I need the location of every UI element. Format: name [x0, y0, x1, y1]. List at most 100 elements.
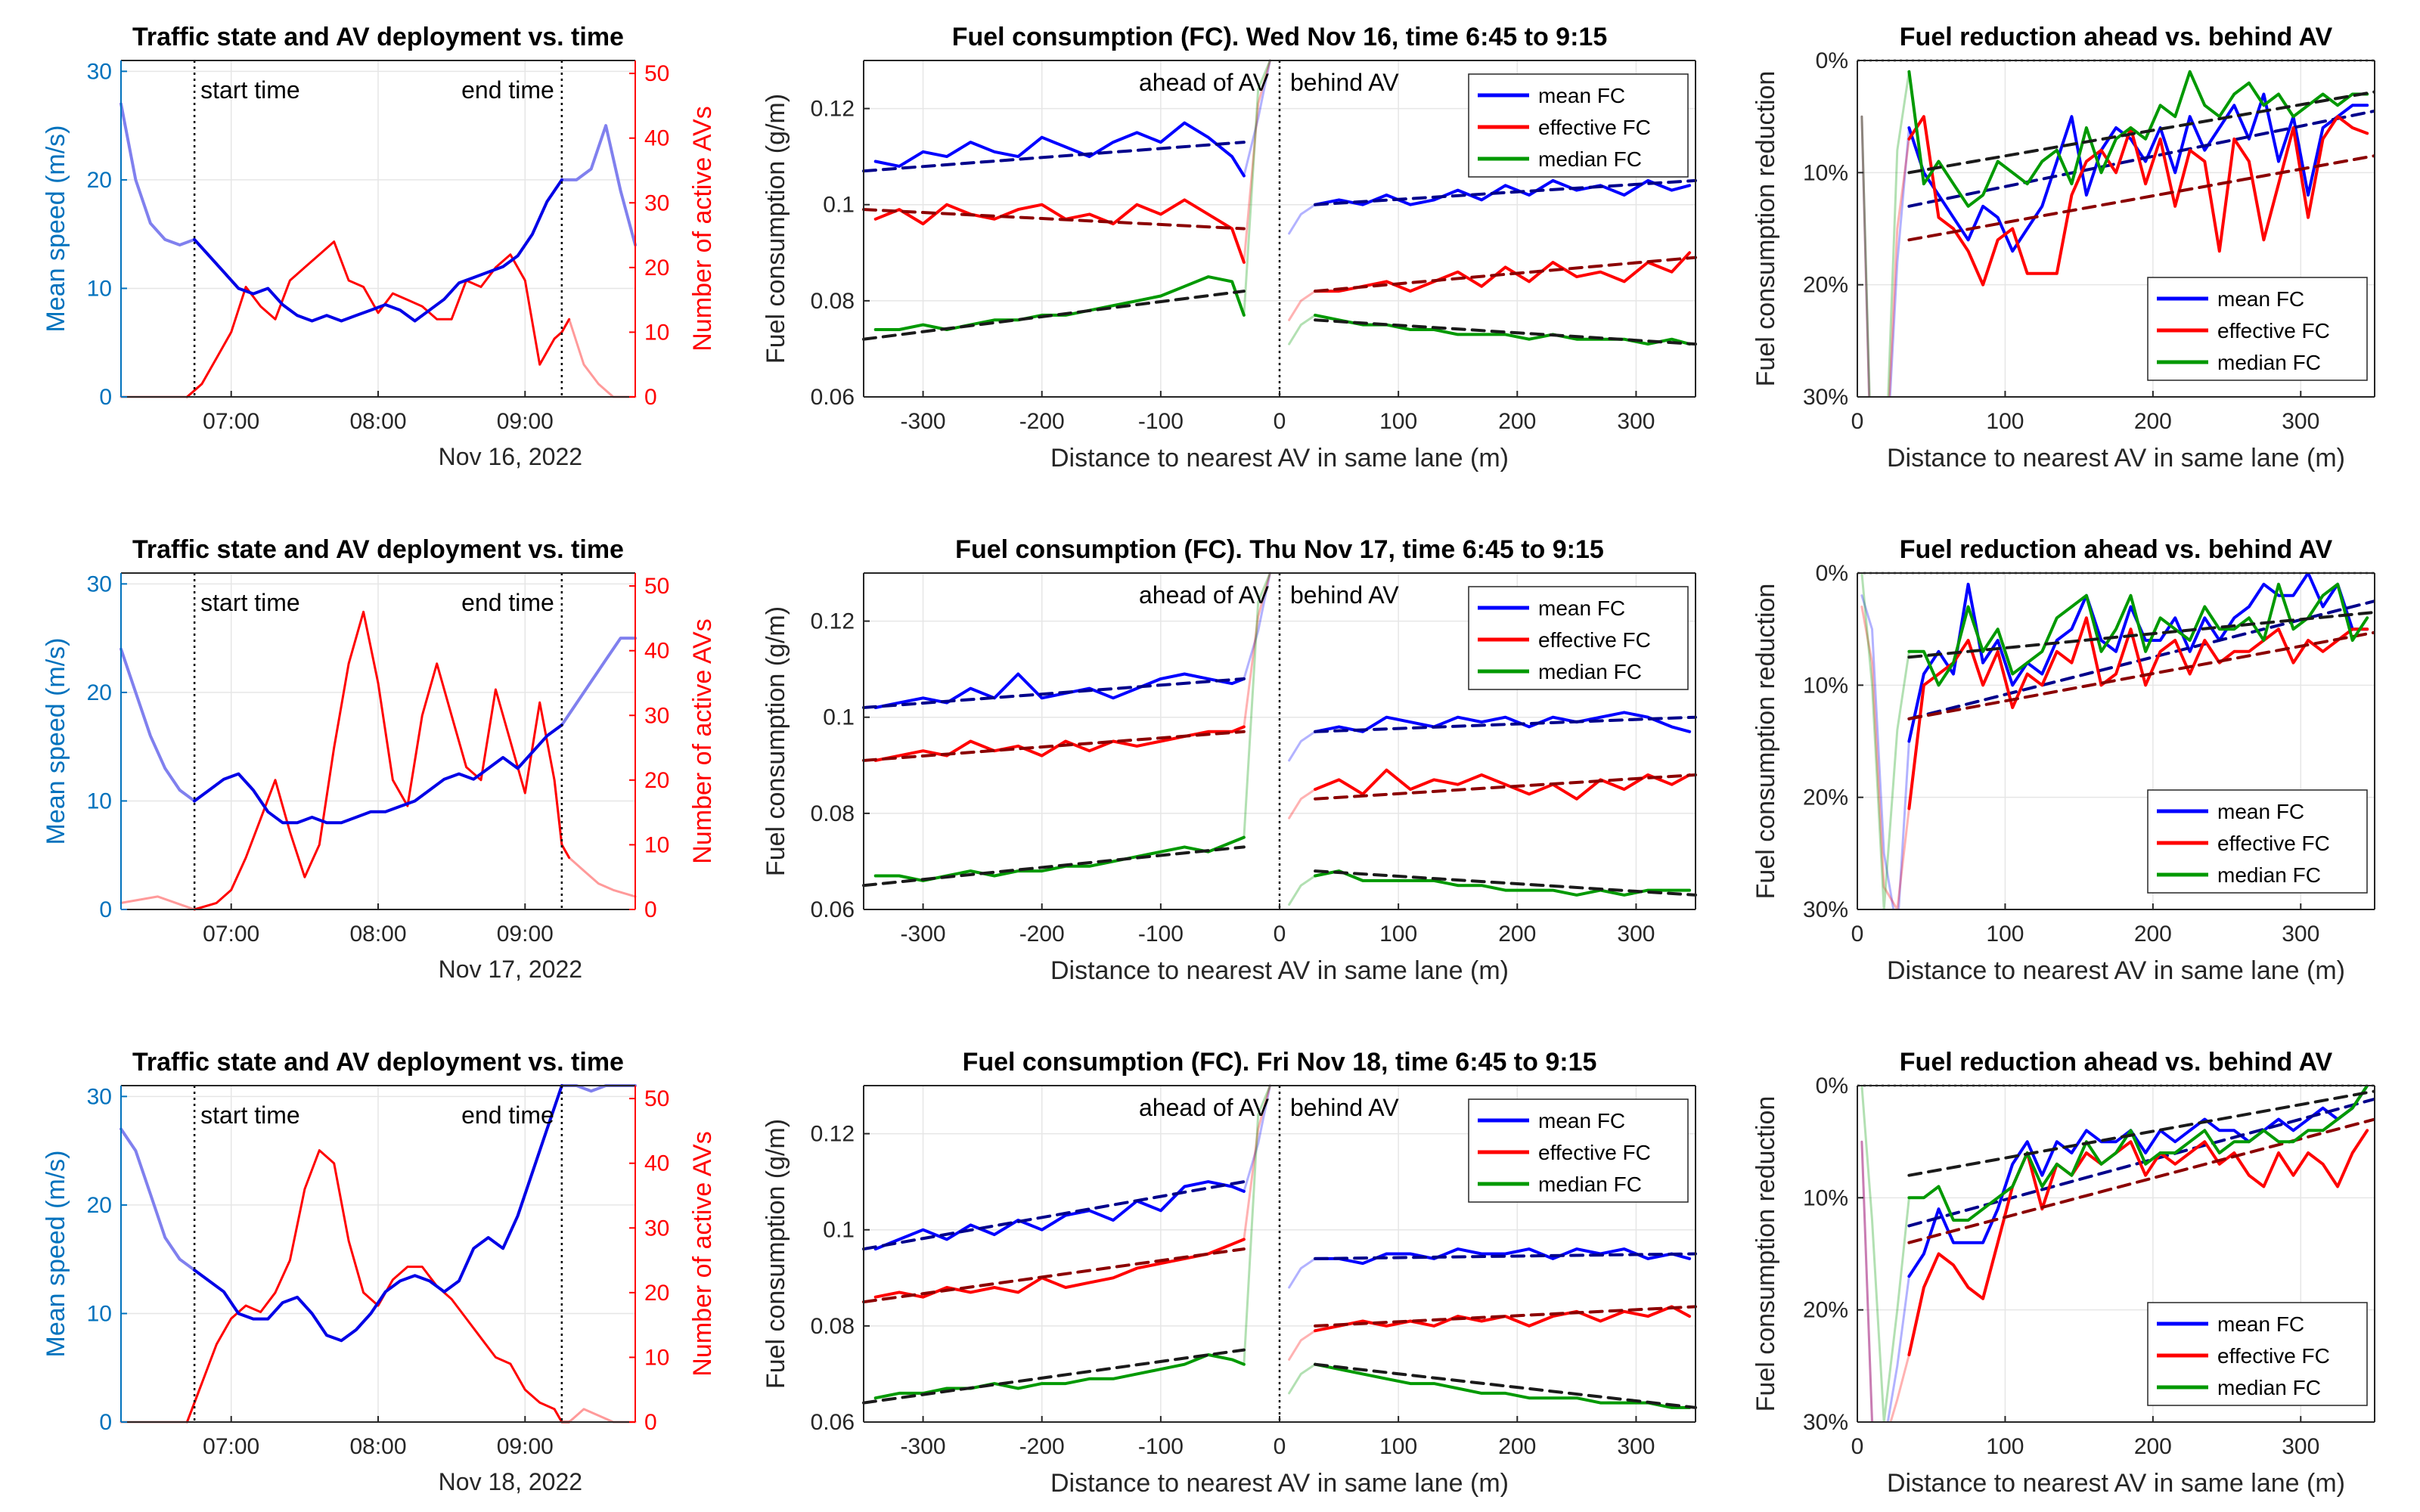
series-0 — [1907, 1086, 2369, 1278]
x-tick-label: 0 — [1851, 1434, 1864, 1459]
chart-ts-nov16: start time end time 07:00 08:00 09:00 0 10 20 30… — [42, 23, 717, 470]
y-tick-label: 20 — [87, 168, 112, 193]
x-tick-label: 09:00 — [497, 409, 554, 434]
x-tick-label: 07:00 — [203, 409, 259, 434]
y-right-axis-label: Number of active AVs — [688, 1131, 717, 1376]
legend-label: effective FC — [1538, 628, 1651, 652]
faded-connector-ahead — [1243, 1084, 1271, 1366]
date-label: Nov 16, 2022 — [439, 443, 582, 470]
y-tick-label: 20% — [1803, 273, 1848, 298]
x-tick-label: 100 — [1986, 922, 2024, 947]
chart-fr-nov16: mean FC effective FC median FC 0 100 200 300 0%… — [1751, 23, 2375, 472]
x-tick-label: -300 — [901, 409, 946, 434]
fit-line-behind-1 — [1314, 256, 1697, 293]
fit-line-0 — [1907, 600, 2375, 720]
x-axis-label: Distance to nearest AV in same lane (m) — [1887, 1469, 2345, 1498]
fit-line-2 — [1907, 90, 2375, 175]
y-right-tick-label: 10 — [644, 1345, 669, 1370]
fit-line-behind-0 — [1314, 1252, 1697, 1260]
faded-connector-ahead — [1243, 1084, 1271, 1241]
y-tick-label: 30 — [87, 59, 112, 84]
y-tick-label: 0.12 — [811, 609, 855, 634]
behind-label: behind AV — [1290, 1094, 1399, 1121]
faded-connector-ahead — [1243, 1084, 1271, 1193]
x-tick-label: -100 — [1138, 409, 1184, 434]
fit-line-ahead-0 — [862, 141, 1246, 173]
fit-line-2 — [1907, 610, 2375, 659]
series-ahead-0 — [873, 121, 1246, 178]
fit-line-2 — [1907, 1089, 2375, 1177]
series-1 — [1907, 616, 2369, 810]
fit-line-ahead-1 — [862, 208, 1246, 231]
x-tick-label: 08:00 — [349, 922, 406, 947]
x-tick-label: 08:00 — [349, 1434, 406, 1459]
legend-label: mean FC — [1538, 1109, 1625, 1132]
speed-line-before — [119, 102, 197, 246]
series-behind-1 — [1314, 768, 1692, 801]
y-axis-label: Fuel consumption reduction — [1751, 71, 1780, 387]
speed-line-after — [560, 637, 637, 727]
x-tick-label: 300 — [2282, 1434, 2319, 1459]
y-right-tick-label: 10 — [644, 320, 669, 345]
faded-series-1 — [1860, 115, 1910, 397]
x-tick-label: 200 — [2134, 409, 2172, 434]
y-tick-label: 20% — [1803, 785, 1848, 810]
y-right-tick-label: 40 — [644, 639, 669, 664]
y-tick-label: 10% — [1803, 673, 1848, 698]
faded-series-0 — [1860, 115, 1910, 397]
x-tick-label: 200 — [1498, 1434, 1536, 1459]
series-ahead-1 — [873, 1238, 1246, 1299]
x-axis-label: Distance to nearest AV in same lane (m) — [1050, 444, 1509, 472]
fit-line-behind-2 — [1314, 1362, 1697, 1409]
chart-fc-nov16: ahead of AV behind AV mean FC effective FC m… — [762, 23, 1697, 472]
x-tick-label: 200 — [1498, 922, 1536, 947]
y-tick-label: 0.1 — [823, 705, 855, 730]
y-right-tick-label: 40 — [644, 126, 669, 151]
x-tick-label: 300 — [1617, 409, 1655, 434]
y-tick-label: 10 — [87, 789, 112, 813]
y-tick-label: 20 — [87, 680, 112, 705]
x-tick-label: -100 — [1138, 922, 1184, 947]
y-tick-label: 0 — [99, 1410, 112, 1435]
y-right-tick-label: 20 — [644, 1281, 669, 1306]
chart-fc-nov18: ahead of AV behind AV mean FC effective FC m… — [762, 1048, 1697, 1498]
ahead-label: ahead of AV — [1139, 581, 1270, 609]
faded-connector-ahead — [1243, 59, 1271, 264]
legend-label: median FC — [2217, 1376, 2321, 1399]
x-axis-label: Distance to nearest AV in same lane (m) — [1050, 956, 1509, 985]
chart-fc-nov17: ahead of AV behind AV mean FC effective FC m… — [762, 535, 1697, 985]
fit-line-1 — [1907, 631, 2375, 720]
faded-connector-behind — [1288, 203, 1317, 235]
x-tick-label: 09:00 — [497, 1434, 554, 1459]
faded-connector-behind — [1288, 290, 1317, 321]
y-right-tick-label: 0 — [644, 897, 657, 922]
y-right-tick-label: 10 — [644, 832, 669, 857]
x-tick-label: 100 — [1986, 1434, 2024, 1459]
faded-series-2 — [1860, 573, 1910, 909]
x-tick-label: -300 — [901, 1434, 946, 1459]
start-time-label: start time — [200, 76, 300, 104]
chart-fr-nov17: mean FC effective FC median FC 0 100 200 300 0%… — [1751, 535, 2375, 985]
legend-label: effective FC — [2217, 1344, 2330, 1368]
faded-connector-behind — [1288, 1363, 1317, 1395]
x-tick-label: 200 — [2134, 1434, 2172, 1459]
y-tick-label: 30% — [1803, 385, 1848, 410]
x-tick-label: 300 — [1617, 1434, 1655, 1459]
date-label: Nov 18, 2022 — [439, 1468, 582, 1495]
y-tick-label: 10% — [1803, 160, 1848, 185]
y-right-axis-label: Number of active AVs — [688, 106, 717, 351]
faded-connector-ahead — [1243, 572, 1271, 728]
series-behind-1 — [1314, 251, 1692, 293]
legend-label: median FC — [1538, 660, 1642, 683]
fit-line-ahead-2 — [862, 290, 1246, 341]
x-tick-label: -200 — [1019, 409, 1065, 434]
legend-label: mean FC — [2217, 800, 2304, 823]
legend-label: median FC — [2217, 863, 2321, 887]
legend-label: effective FC — [1538, 116, 1651, 139]
chart-title: Fuel reduction ahead vs. behind AV — [1900, 535, 2333, 564]
fit-line-behind-2 — [1314, 318, 1697, 346]
x-axis-label: Distance to nearest AV in same lane (m) — [1887, 956, 2345, 985]
series-2 — [1907, 1086, 2369, 1222]
x-tick-label: -200 — [1019, 922, 1065, 947]
